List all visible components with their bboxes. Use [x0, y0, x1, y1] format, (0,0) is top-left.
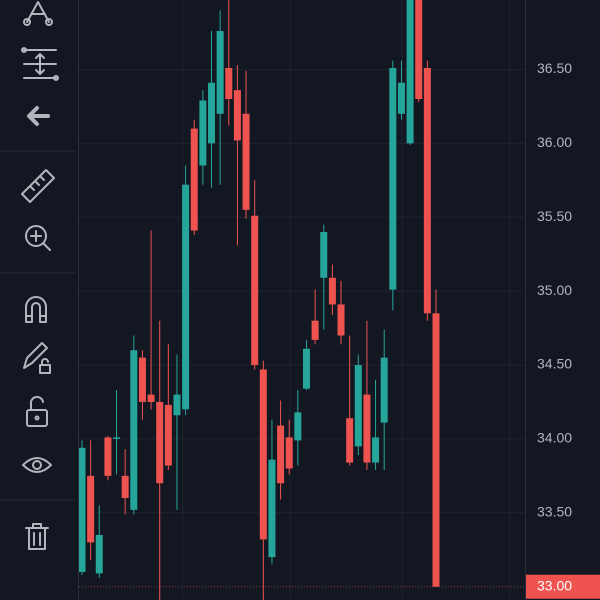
zoom-tool[interactable]: [25, 225, 51, 251]
candle-body: [268, 459, 276, 558]
candle-body: [294, 412, 302, 441]
candle-body: [113, 437, 121, 439]
price-axis: [525, 0, 600, 600]
lock-drawing-tool[interactable]: [23, 342, 51, 374]
candle-body: [380, 357, 388, 423]
candle-body: [423, 67, 431, 314]
y-tick-label: 36.50: [537, 60, 572, 76]
candle-body: [389, 67, 397, 290]
candle-body: [406, 0, 414, 144]
candle-body: [233, 90, 241, 141]
candle-body: [285, 437, 293, 469]
candle-body: [190, 128, 198, 231]
candle-body: [95, 534, 103, 574]
toolbar-background: [0, 0, 78, 600]
y-tick-label: 37.00: [537, 0, 572, 2]
last-price-label: 33.00: [537, 577, 572, 593]
y-tick-label: 34.50: [537, 356, 572, 372]
visibility-tool[interactable]: [22, 457, 52, 473]
last-price-box: [526, 574, 600, 599]
candle-body: [225, 67, 233, 100]
candle-body: [173, 394, 181, 416]
y-tick-label: 36.00: [537, 134, 572, 150]
candle-body: [208, 82, 216, 144]
candle-body: [251, 215, 259, 366]
y-tick-label: 33.50: [537, 504, 572, 520]
candle-body: [78, 447, 86, 572]
price-axis-labels: 33.50 34.00 34.50 35.00 35.50 36.00 36.50 37.00…: [526, 0, 600, 599]
y-tick-label: 35.00: [537, 282, 572, 298]
candle-body: [156, 401, 164, 484]
candle-body: [346, 418, 354, 463]
toolbar: [0, 0, 79, 600]
plot-area: [78, 0, 525, 600]
candle-body: [372, 437, 380, 463]
candle-body: [354, 365, 362, 447]
candle-body: [415, 0, 423, 100]
back-arrow[interactable]: [27, 106, 50, 126]
magnet-tool[interactable]: [25, 296, 47, 323]
y-tick-label: 34.00: [537, 430, 572, 446]
candle-body: [121, 475, 129, 499]
fib-tool[interactable]: [21, 47, 59, 81]
candle-body: [87, 475, 95, 543]
candle-body: [182, 184, 190, 410]
candle-body: [320, 232, 328, 278]
candle-body: [138, 357, 146, 402]
candle-body: [363, 394, 371, 463]
candle-body: [259, 369, 267, 540]
candle-body: [277, 425, 285, 484]
candle-body: [164, 404, 172, 466]
ruler-tool[interactable]: [21, 169, 55, 203]
candle-body: [432, 313, 440, 587]
candle-body: [311, 320, 319, 340]
candle-body: [397, 82, 405, 114]
pattern-tool[interactable]: [23, 1, 53, 26]
delete-tool[interactable]: [25, 523, 49, 550]
lock-tool[interactable]: [26, 395, 48, 427]
candle-body: [328, 277, 336, 305]
candle-body: [242, 113, 250, 210]
candle-body: [104, 437, 112, 476]
y-tick-label: 35.50: [537, 208, 572, 224]
candle-body: [199, 100, 207, 166]
candle-body: [337, 304, 345, 336]
candle-body: [147, 394, 155, 402]
candle-body: [216, 31, 224, 114]
candle-body: [302, 348, 310, 389]
candle-body: [130, 350, 138, 510]
